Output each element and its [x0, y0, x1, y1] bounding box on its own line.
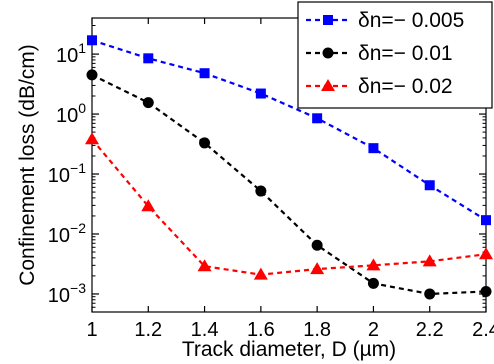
data-point: [479, 247, 493, 260]
x-tick-label: 2: [368, 319, 379, 341]
legend-item: δn=− 0.02: [306, 75, 453, 98]
series-layer: [85, 35, 493, 300]
x-tick-label: 1.4: [191, 319, 219, 341]
data-point: [368, 143, 379, 154]
data-point: [310, 262, 325, 275]
data-point: [480, 285, 492, 297]
series-circle: [86, 69, 492, 300]
series-line: [91, 39, 487, 222]
data-point: [367, 277, 379, 289]
y-tick-label: 10−3: [48, 280, 86, 307]
y-tick-label: 100: [56, 100, 86, 127]
y-tick-label: 10−2: [48, 220, 86, 247]
data-point: [197, 259, 212, 272]
legend-label: δn=− 0.02: [358, 75, 453, 98]
data-point: [142, 97, 154, 109]
data-point: [424, 180, 435, 191]
x-axis-label: Track diameter, D (µm): [182, 338, 396, 361]
data-point: [253, 267, 268, 280]
axis-ticks: 1 1.2 1.4 1.6 1.8 2 2.2 2.4 101 100 10−1 10−2 10−3: [48, 17, 494, 341]
data-point: [422, 254, 437, 267]
data-point: [255, 185, 267, 197]
series-line: [91, 138, 487, 276]
legend-label: δn=− 0.01: [358, 42, 453, 65]
data-point: [424, 288, 436, 300]
data-point: [366, 258, 381, 271]
x-tick-label: 1.8: [303, 319, 331, 341]
series-square: [87, 35, 491, 226]
data-point: [199, 137, 211, 149]
data-point: [143, 53, 154, 64]
data-point: [141, 199, 156, 212]
series-triangle: [85, 132, 493, 280]
legend-marker: [321, 79, 335, 91]
x-tick-label: 2.4: [472, 319, 494, 341]
series-line: [91, 73, 487, 296]
legend-label: δn=− 0.005: [358, 9, 464, 32]
data-point: [85, 132, 99, 145]
legend-item: δn=− 0.005: [306, 9, 464, 32]
legend-marker: [323, 15, 333, 25]
data-point: [481, 215, 491, 226]
y-tick-label: 10−1: [48, 160, 86, 187]
x-tick-label: 2.2: [416, 319, 444, 341]
x-tick-label: 1.6: [247, 319, 275, 341]
x-tick-label: 1.2: [134, 319, 162, 341]
y-tick-label: 101: [56, 40, 86, 67]
data-point: [199, 68, 210, 79]
data-point: [312, 113, 323, 124]
data-point: [311, 239, 323, 251]
legend-item: δn=− 0.01: [306, 42, 453, 65]
legend-marker: [322, 47, 334, 59]
legend: δn=− 0.005 δn=− 0.01 δn=− 0.02: [297, 1, 493, 109]
x-tick-label: 1: [86, 319, 97, 341]
data-point: [255, 88, 266, 99]
data-point: [87, 35, 97, 46]
y-axis-label: Confinement loss (dB/cm): [16, 44, 39, 286]
data-point: [86, 69, 98, 81]
